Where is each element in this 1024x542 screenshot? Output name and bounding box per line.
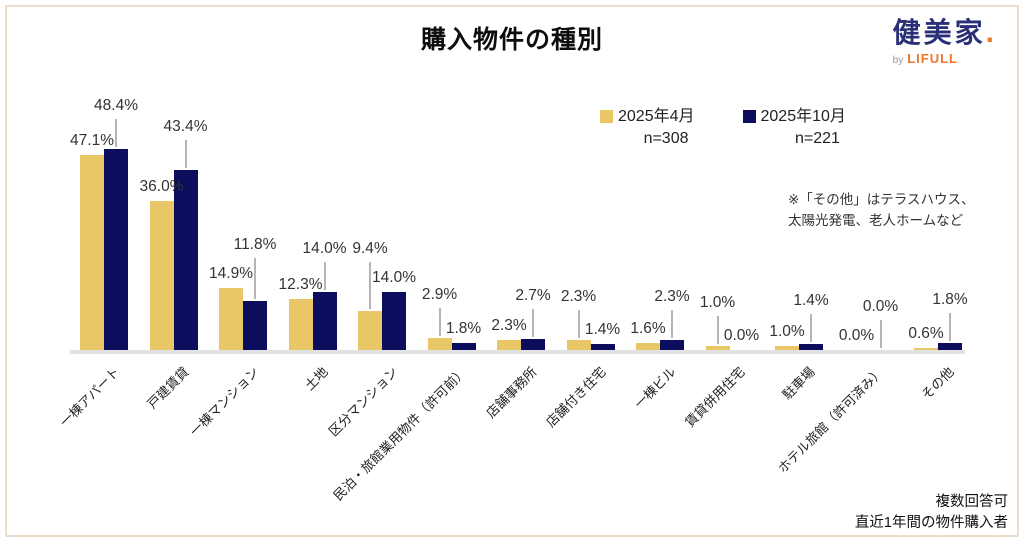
category-label: その他 (918, 364, 957, 403)
value-label: 2.9% (421, 285, 458, 303)
value-label: 1.6% (630, 320, 666, 338)
value-label: 2.3% (491, 317, 527, 335)
value-label: 36.0% (139, 177, 184, 195)
value-label: 0.0% (723, 327, 760, 344)
bar-october (938, 342, 962, 350)
legend-item-october: 2025年10月 n=221 (742, 106, 846, 149)
value-label: 47.1% (70, 131, 114, 149)
bar-october (590, 344, 615, 350)
label-leader-line (369, 261, 371, 309)
value-label: 48.4% (94, 97, 138, 115)
bar-april (219, 288, 243, 350)
bar-october (382, 291, 406, 350)
value-label: 14.9% (209, 265, 253, 283)
x-axis-line (70, 350, 965, 354)
legend-label-october: 2025年10月 (760, 108, 846, 125)
bar-april (914, 347, 938, 350)
logo-company-text: LIFULL (907, 51, 958, 66)
bar-october (451, 342, 476, 350)
logo-brand-text: 健美家 (892, 17, 986, 48)
bar-april (775, 345, 799, 350)
value-label: 0.0% (862, 298, 899, 315)
value-label: 0.0% (838, 327, 875, 344)
category-label: 一棟アパート (57, 364, 123, 430)
value-label: 1.4% (793, 292, 829, 310)
bar-october (312, 291, 337, 350)
value-label: 0.6% (908, 324, 944, 342)
legend-n-april: n=308 (643, 129, 689, 147)
legend: 2025年4月 n=308 2025年10月 n=221 (600, 106, 846, 149)
value-label: 1.4% (584, 321, 621, 339)
value-label: 2.3% (560, 288, 597, 306)
category-label: 賃貸併用住宅 (682, 364, 749, 430)
value-label: 12.3% (278, 275, 323, 293)
category-label: 駐車場 (779, 364, 818, 403)
value-label: 2.3% (654, 288, 690, 306)
label-leader-line (115, 119, 117, 148)
bar-april (497, 340, 521, 350)
legend-swatch-april (600, 110, 613, 124)
bar-april (636, 343, 660, 350)
logo-by-text: by (892, 55, 904, 66)
bar-october (173, 169, 198, 350)
label-leader-line (254, 258, 256, 300)
category-label: 土地 (302, 364, 332, 394)
label-leader-line (438, 307, 441, 336)
value-label: 14.0% (302, 239, 347, 257)
label-leader-line (671, 310, 673, 339)
bar-october (660, 340, 684, 350)
category-label: 戸建賃貸 (144, 364, 193, 412)
footnote-line-1: ※「その他」はテラスハウス、 (788, 192, 975, 207)
value-label: 1.0% (699, 293, 736, 311)
label-leader-line (810, 314, 812, 343)
category-label: 店舗付き住宅 (543, 364, 610, 430)
label-leader-line (577, 310, 580, 339)
label-leader-line (184, 139, 187, 168)
legend-swatch-october (742, 110, 756, 124)
bar-april (427, 337, 452, 350)
kenbiya-logo: 健美家. by LIFULL (893, 18, 994, 67)
label-leader-line (879, 320, 882, 348)
bar-april (358, 311, 382, 350)
category-label: 一棟マンション (186, 364, 262, 440)
logo-dot: . (985, 16, 994, 49)
value-label: 1.0% (769, 322, 805, 340)
bar-april (566, 340, 591, 350)
value-label: 2.7% (515, 286, 551, 304)
legend-n-october: n=221 (794, 129, 840, 147)
category-label: 店舗事務所 (483, 364, 540, 421)
survey-conditions: 複数回答可 直近1年間の物件購入者 (855, 492, 1008, 534)
value-label: 43.4% (163, 117, 208, 135)
bar-october (243, 301, 267, 350)
footer-line-2: 直近1年間の物件購入者 (854, 514, 1008, 531)
chart-title: 購入物件の種別 (420, 26, 603, 54)
footnote-sonota: ※「その他」はテラスハウス、 太陽光発電、老人ホームなど (788, 190, 975, 232)
bar-october (521, 338, 545, 350)
label-leader-line (716, 315, 719, 344)
label-leader-line (532, 308, 534, 337)
label-leader-line (949, 312, 951, 341)
footnote-line-2: 太陽光発電、老人ホームなど (788, 212, 964, 228)
label-leader-line (323, 261, 326, 290)
bar-april (288, 298, 313, 350)
category-label: 一棟ビル (631, 364, 679, 412)
value-label: 14.0% (372, 268, 416, 286)
bar-april (149, 200, 174, 350)
value-label: 1.8% (445, 319, 482, 337)
category-label: 民泊・旅館業用物件（許可前） (330, 364, 471, 504)
bar-october (104, 149, 128, 350)
footer-line-1: 複数回答可 (935, 493, 1009, 510)
bar-october (799, 344, 823, 350)
legend-item-april: 2025年4月 n=308 (600, 106, 695, 149)
value-label: 1.8% (932, 290, 968, 308)
bar-april (705, 345, 730, 350)
value-label: 9.4% (352, 239, 388, 257)
legend-label-april: 2025年4月 (618, 108, 695, 125)
bar-april (80, 154, 104, 350)
value-label: 11.8% (233, 236, 277, 254)
